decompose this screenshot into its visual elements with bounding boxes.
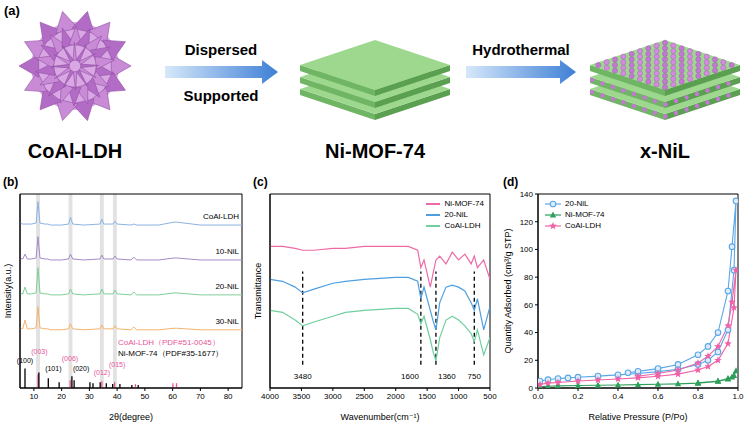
- svg-text:(101): (101): [45, 365, 61, 373]
- svg-text:CoAl-LDH: CoAl-LDH: [28, 140, 122, 162]
- svg-text:Hydrothermal: Hydrothermal: [472, 41, 570, 58]
- svg-text:Ni-MOF-74: Ni-MOF-74: [325, 140, 426, 162]
- html-text:CoAl-LDH: CoAl-LDH: [444, 221, 481, 230]
- svg-text:2θ(degree): 2θ(degree): [109, 412, 153, 422]
- svg-text:4000: 4000: [261, 392, 279, 401]
- svg-text:(012): (012): [94, 369, 110, 377]
- svg-text:40: 40: [524, 328, 533, 337]
- svg-text:CoAl-LDH: CoAl-LDH: [203, 212, 239, 221]
- svg-text:(006): (006): [62, 355, 78, 363]
- svg-text:100: 100: [520, 245, 534, 254]
- svg-text:10-NiL: 10-NiL: [215, 247, 239, 256]
- html-text:20-NiL: 20-NiL: [444, 210, 468, 219]
- html-text:(b): (b): [3, 175, 19, 189]
- svg-text:10: 10: [29, 392, 38, 401]
- svg-text:0.8: 0.8: [692, 392, 704, 401]
- svg-text:Intensity(a.u.): Intensity(a.u.): [3, 264, 13, 319]
- svg-text:60: 60: [524, 301, 533, 310]
- svg-text:(a): (a): [4, 3, 20, 18]
- svg-text:Relative Pressure (P/Po): Relative Pressure (P/Po): [588, 412, 687, 422]
- svg-text:Quantity Adsorbed (cm³/g STP): Quantity Adsorbed (cm³/g STP): [503, 228, 513, 353]
- svg-text:30: 30: [85, 392, 94, 401]
- svg-text:30-NiL: 30-NiL: [215, 317, 239, 326]
- svg-text:0.0: 0.0: [532, 392, 544, 401]
- svg-text:120: 120: [520, 218, 534, 227]
- svg-text:3500: 3500: [293, 392, 311, 401]
- svg-text:60: 60: [168, 392, 177, 401]
- svg-text:500: 500: [483, 392, 497, 401]
- svg-text:750: 750: [468, 372, 482, 381]
- html-text:Ni-MOF-74: Ni-MOF-74: [565, 210, 605, 219]
- svg-text:140: 140: [520, 190, 534, 199]
- svg-text:1.0: 1.0: [732, 392, 744, 401]
- svg-text:80: 80: [524, 273, 533, 282]
- svg-text:(020): (020): [73, 365, 89, 373]
- svg-text:80: 80: [224, 392, 233, 401]
- svg-text:(100): (100): [17, 357, 33, 365]
- svg-text:Dispersed: Dispersed: [185, 41, 258, 58]
- svg-text:0: 0: [529, 384, 534, 393]
- svg-text:Supported: Supported: [184, 87, 259, 104]
- svg-text:Wavenumber(cm⁻¹): Wavenumber(cm⁻¹): [341, 412, 420, 422]
- svg-text:20-NiL: 20-NiL: [215, 282, 239, 291]
- svg-text:Transmittance: Transmittance: [253, 263, 263, 320]
- svg-text:x-NiL: x-NiL: [640, 140, 690, 162]
- svg-text:3480: 3480: [294, 372, 312, 381]
- svg-text:70: 70: [196, 392, 205, 401]
- html-text:CoAl-LDH（PDF#51-0045）: CoAl-LDH（PDF#51-0045）: [118, 338, 220, 347]
- svg-text:2000: 2000: [387, 392, 405, 401]
- svg-text:(015): (015): [109, 361, 125, 369]
- html-text:Ni-MOF-74: Ni-MOF-74: [444, 199, 484, 208]
- svg-text:1600: 1600: [401, 372, 419, 381]
- svg-text:0.6: 0.6: [652, 392, 664, 401]
- svg-text:(003): (003): [31, 348, 47, 356]
- svg-text:1360: 1360: [438, 372, 456, 381]
- svg-text:1000: 1000: [450, 392, 468, 401]
- html-text:(c): (c): [253, 175, 268, 189]
- svg-text:20: 20: [524, 356, 533, 365]
- html-text:Ni-MOF-74（PDF#35-1677）: Ni-MOF-74（PDF#35-1677）: [118, 349, 224, 358]
- html-text:CoAl-LDH: CoAl-LDH: [565, 221, 601, 230]
- html-text:(d): (d): [503, 175, 519, 189]
- svg-text:0.2: 0.2: [572, 392, 584, 401]
- svg-text:1500: 1500: [418, 392, 436, 401]
- svg-text:3000: 3000: [324, 392, 342, 401]
- html-text:20-NiL: 20-NiL: [565, 199, 589, 208]
- svg-text:50: 50: [140, 392, 149, 401]
- svg-text:0.4: 0.4: [612, 392, 624, 401]
- svg-text:2500: 2500: [355, 392, 373, 401]
- svg-text:20: 20: [57, 392, 66, 401]
- svg-text:40: 40: [113, 392, 122, 401]
